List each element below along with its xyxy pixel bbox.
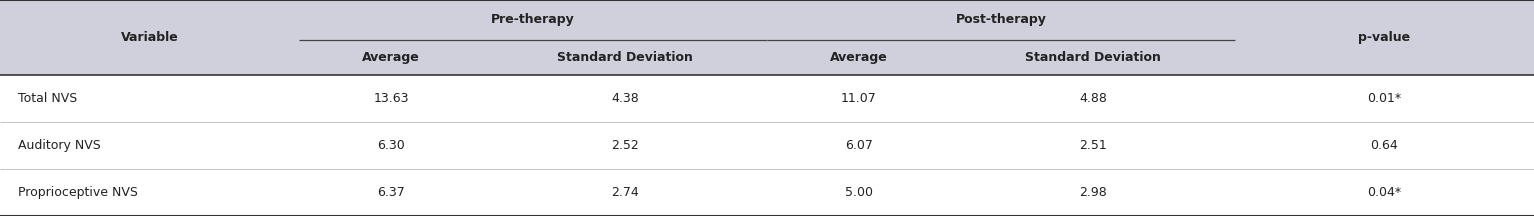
Text: p-value: p-value <box>1359 31 1410 44</box>
Text: 13.63: 13.63 <box>373 92 410 105</box>
Text: Standard Deviation: Standard Deviation <box>1025 51 1161 64</box>
Text: Total NVS: Total NVS <box>18 92 78 105</box>
Text: Standard Deviation: Standard Deviation <box>557 51 693 64</box>
Bar <box>0 75 1534 216</box>
Text: 2.52: 2.52 <box>611 139 640 152</box>
Text: 4.38: 4.38 <box>611 92 640 105</box>
Bar <box>0 0 1534 75</box>
Text: Pre-therapy: Pre-therapy <box>491 13 575 27</box>
Text: 2.74: 2.74 <box>611 186 640 199</box>
Text: 6.37: 6.37 <box>377 186 405 199</box>
Text: 0.01*: 0.01* <box>1367 92 1402 105</box>
Text: 0.04*: 0.04* <box>1367 186 1402 199</box>
Text: 2.98: 2.98 <box>1078 186 1108 199</box>
Text: 11.07: 11.07 <box>841 92 877 105</box>
Text: Post-therapy: Post-therapy <box>956 13 1046 27</box>
Text: 0.64: 0.64 <box>1370 139 1399 152</box>
Text: 4.88: 4.88 <box>1078 92 1108 105</box>
Text: 6.30: 6.30 <box>377 139 405 152</box>
Text: 6.07: 6.07 <box>845 139 873 152</box>
Text: 2.51: 2.51 <box>1078 139 1108 152</box>
Text: Variable: Variable <box>121 31 178 44</box>
Text: Proprioceptive NVS: Proprioceptive NVS <box>18 186 138 199</box>
Text: Average: Average <box>830 51 888 64</box>
Text: 5.00: 5.00 <box>845 186 873 199</box>
Text: Average: Average <box>362 51 420 64</box>
Text: Auditory NVS: Auditory NVS <box>18 139 101 152</box>
